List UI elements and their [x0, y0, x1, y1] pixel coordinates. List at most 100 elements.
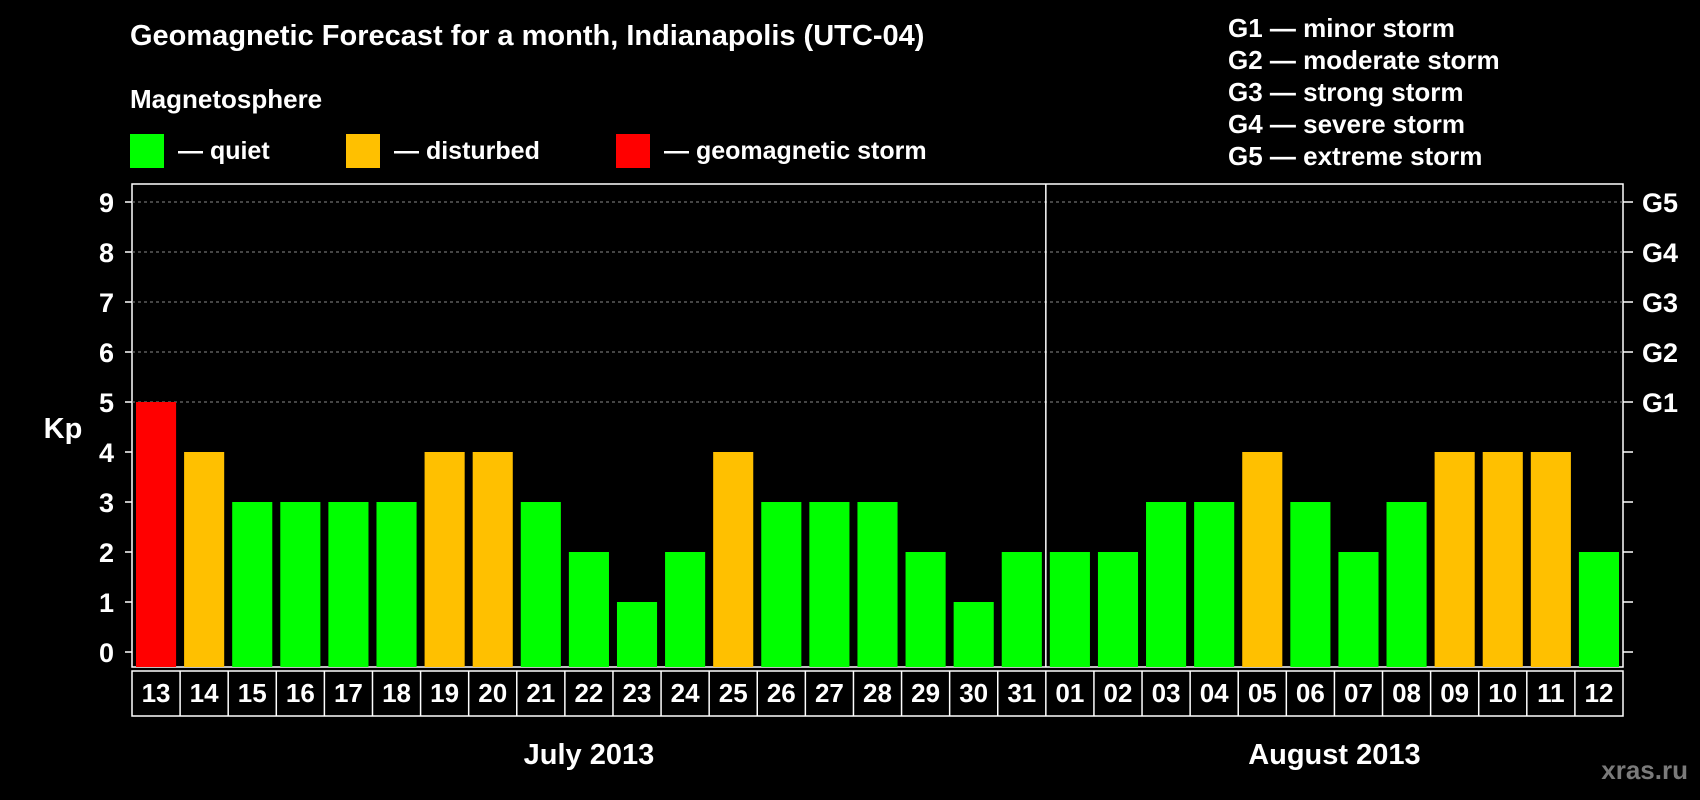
legend-label-storm: — geomagnetic storm [664, 136, 927, 165]
bar [424, 452, 465, 667]
storm-level-g1: G1 — minor storm [1228, 13, 1455, 43]
g-level-label: G5 [1642, 188, 1678, 218]
bar [857, 502, 898, 667]
category-label: 02 [1104, 678, 1133, 708]
legend-swatch-quiet [130, 134, 164, 168]
y-tick-label: 6 [99, 338, 114, 368]
category-label: 25 [719, 678, 748, 708]
category-label: 06 [1296, 678, 1325, 708]
y-tick-label: 8 [99, 238, 114, 268]
bar [328, 502, 369, 667]
month-label: August 2013 [1248, 739, 1420, 771]
bar [616, 602, 658, 667]
category-label: 11 [1537, 678, 1565, 708]
legend-label-quiet: — quiet [178, 136, 270, 165]
bar [184, 452, 225, 667]
category-label: 01 [1055, 678, 1084, 708]
storm-level-g3: G3 — strong storm [1228, 77, 1464, 107]
bar [568, 552, 609, 667]
y-tick-label: 5 [99, 388, 114, 418]
bar [761, 502, 802, 667]
bar [520, 502, 561, 667]
y-tick-label: 9 [99, 188, 114, 218]
watermark: xras.ru [1601, 755, 1688, 785]
bar [280, 502, 321, 667]
legend-item-quiet: — quiet [130, 134, 270, 168]
legend-label-disturbed: — disturbed [394, 136, 540, 165]
category-label: 30 [959, 678, 988, 708]
category-label: 26 [767, 678, 796, 708]
bar [232, 502, 273, 667]
chart-title: Geomagnetic Forecast for a month, Indian… [130, 20, 925, 52]
category-label: 03 [1152, 678, 1181, 708]
storm-level-legend: G1 — minor storm G2 — moderate storm G3 … [1228, 12, 1500, 172]
bar [1386, 502, 1427, 667]
g-level-label: G3 [1642, 288, 1678, 318]
g-level-label: G1 [1642, 388, 1678, 418]
bar [1242, 452, 1283, 667]
category-label: 13 [142, 678, 171, 708]
category-label: 22 [574, 678, 603, 708]
y-tick-label: 7 [99, 288, 114, 318]
category-label: 10 [1488, 678, 1517, 708]
bar [472, 452, 513, 667]
g-level-label: G4 [1642, 238, 1678, 268]
category-label: 15 [238, 678, 267, 708]
legend-item-storm: — geomagnetic storm [616, 134, 927, 168]
y-tick-label: 3 [99, 488, 114, 518]
bar [1146, 502, 1187, 667]
bar [713, 452, 754, 667]
category-label: 08 [1392, 678, 1421, 708]
category-label: 31 [1007, 678, 1036, 708]
y-axis-label: Kp [44, 413, 83, 445]
bar [1049, 552, 1090, 667]
g-level-label: G2 [1642, 338, 1678, 368]
bar [1338, 552, 1379, 667]
bar [665, 552, 706, 667]
bar [1290, 502, 1331, 667]
category-label: 12 [1584, 678, 1613, 708]
category-label: 29 [911, 678, 940, 708]
bar [809, 502, 850, 667]
category-label: 18 [382, 678, 411, 708]
category-label: 16 [286, 678, 315, 708]
bar [905, 552, 946, 667]
category-label: 27 [815, 678, 844, 708]
category-label: 07 [1344, 678, 1373, 708]
category-label: 17 [334, 678, 363, 708]
bar [1434, 452, 1475, 667]
bar [953, 602, 994, 667]
y-tick-label: 0 [99, 638, 114, 668]
category-label: 05 [1248, 678, 1277, 708]
bar [1578, 552, 1619, 667]
bar [1482, 452, 1523, 667]
bar [1530, 452, 1571, 667]
category-label: 21 [526, 678, 555, 708]
category-label: 19 [430, 678, 459, 708]
storm-level-g4: G4 — severe storm [1228, 109, 1466, 139]
category-label: 09 [1440, 678, 1469, 708]
category-label: 20 [478, 678, 507, 708]
storm-level-g5: G5 — extreme storm [1228, 141, 1483, 171]
category-label: 23 [623, 678, 652, 708]
legend-swatch-storm [616, 134, 650, 168]
legend-item-disturbed: — disturbed [346, 134, 540, 168]
bar [1001, 552, 1042, 667]
y-tick-label: 1 [99, 588, 114, 618]
category-axis-frame [131, 670, 1624, 717]
category-label: 24 [671, 678, 700, 708]
bar [1194, 502, 1235, 667]
category-label: 14 [190, 678, 219, 708]
category-label: 04 [1200, 678, 1229, 708]
legend-heading: Magnetosphere [130, 84, 323, 114]
bar [376, 502, 417, 667]
category-label: 28 [863, 678, 892, 708]
bar [1097, 552, 1139, 667]
storm-level-g2: G2 — moderate storm [1228, 45, 1500, 75]
bar [136, 402, 177, 667]
y-tick-label: 2 [99, 538, 114, 568]
month-label: July 2013 [524, 739, 655, 771]
legend-swatch-disturbed [346, 134, 380, 168]
y-tick-label: 4 [99, 438, 114, 468]
